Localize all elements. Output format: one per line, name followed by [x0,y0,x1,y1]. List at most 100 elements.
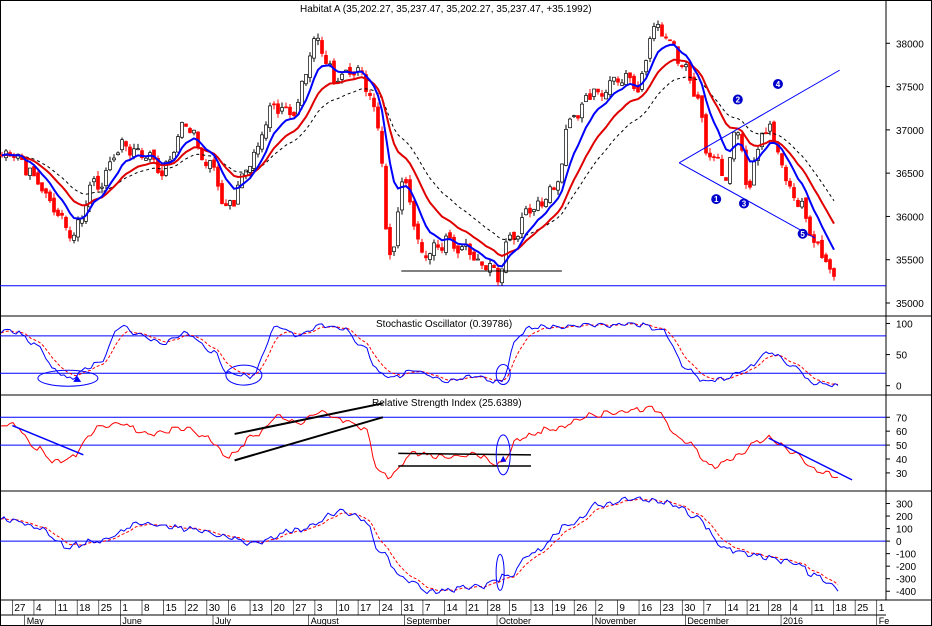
stochastic-panel: 0 50 100 Stochastic Oscillator (0.39786) [0,319,913,393]
y-tick-label: 300 [896,500,913,511]
wave-label: 5 [800,230,805,239]
candle-body [404,179,408,184]
candle-body [780,153,784,166]
candle-body [184,123,188,127]
candle-body [672,41,676,45]
candle-body [472,251,476,261]
candle-body [292,111,296,117]
candle-body [324,55,328,64]
x-tick-label: 4 [36,603,42,614]
x-tick-label: 25 [857,603,869,614]
candle-body [372,97,376,108]
candle-body [432,242,436,256]
candle-body [548,186,552,203]
candle-body [512,231,516,240]
candle-body [748,180,752,188]
signal-line [0,323,839,385]
candle-body [652,26,656,39]
triangle-upper-line [678,69,840,164]
candle-body [540,201,544,207]
candle-body [516,236,520,240]
main-line [0,322,839,388]
candle-body [820,239,824,258]
candle-body [708,152,712,158]
trendline [234,416,384,462]
candle-body [140,150,144,158]
ma-fast-line [1,43,835,268]
candle-body [492,265,496,268]
x-axis: 27 4 11 18 25 1 8 15 22 30 6 13 20 27 3 10 17 24 31 7 14 21 28… [0,600,889,626]
x-tick-label: 28 [771,603,783,614]
candle-body [524,208,528,216]
y-tick-label: 35000 [896,299,924,310]
candle-body [128,146,132,156]
candle-body [532,209,536,212]
candle-body [580,103,584,119]
candle-body [412,200,416,227]
candle-body [236,184,240,205]
month-label: December [687,616,729,626]
candle-body [692,76,696,97]
month-label: July [215,616,232,626]
month-label: November [595,616,637,626]
x-tick-label: 27 [295,603,307,614]
candle-body [288,106,292,116]
candle-body [272,103,276,106]
candle-body [728,157,732,184]
candle-body [684,64,688,68]
month-label: August [311,616,340,626]
candle-body [160,170,164,177]
candle-body [396,211,400,247]
candle-body [720,158,724,176]
candle-body [120,139,124,151]
x-tick-label: 14 [727,603,739,614]
candle-body [656,24,660,28]
candle-body [316,37,320,41]
candle-body [104,170,108,187]
ma-mid-line [1,58,835,257]
candle-body [28,167,32,176]
candle-body [796,199,800,207]
candle-body [456,245,460,254]
x-tick-label: 6 [230,603,236,614]
wave-marker [711,194,722,205]
x-tick-label: 5 [511,603,517,614]
candle-body [496,267,500,283]
main-line [0,496,839,595]
candle-body [572,115,576,117]
candle-body [716,156,720,159]
candle-body [508,234,512,241]
y-tick-label: 100 [896,319,913,330]
highlight-ellipse [37,369,99,387]
candle-body [380,130,384,164]
candle-body [36,172,40,185]
candle-body [320,40,324,54]
x-tick-label: 11 [58,603,69,614]
candle-body [620,82,624,86]
candle-body [136,148,140,151]
x-tick-label: 30 [209,603,221,614]
y-tick-label: -200 [896,562,916,573]
candle-body [804,197,808,219]
signal-line [0,498,839,592]
up-arrow-icon [73,375,82,382]
candle-body [52,197,56,213]
candle-body [232,199,236,207]
candle-body [112,157,116,161]
candle-body [108,161,112,171]
candle-body [48,191,52,202]
highlight-ellipse [225,364,263,386]
x-tick-label: 23 [663,603,675,614]
candle-body [132,148,136,157]
y-tick-label: -100 [896,550,916,561]
candle-body [64,216,68,228]
candle-body [484,265,488,271]
wave-label: 4 [776,80,781,89]
candle-body [72,234,76,241]
x-tick-label: 2 [598,603,604,614]
candle-body [500,268,504,284]
x-tick-label: 16 [641,603,653,614]
month-label: May [27,616,45,626]
candle-body [792,187,796,199]
candle-body [624,73,628,85]
